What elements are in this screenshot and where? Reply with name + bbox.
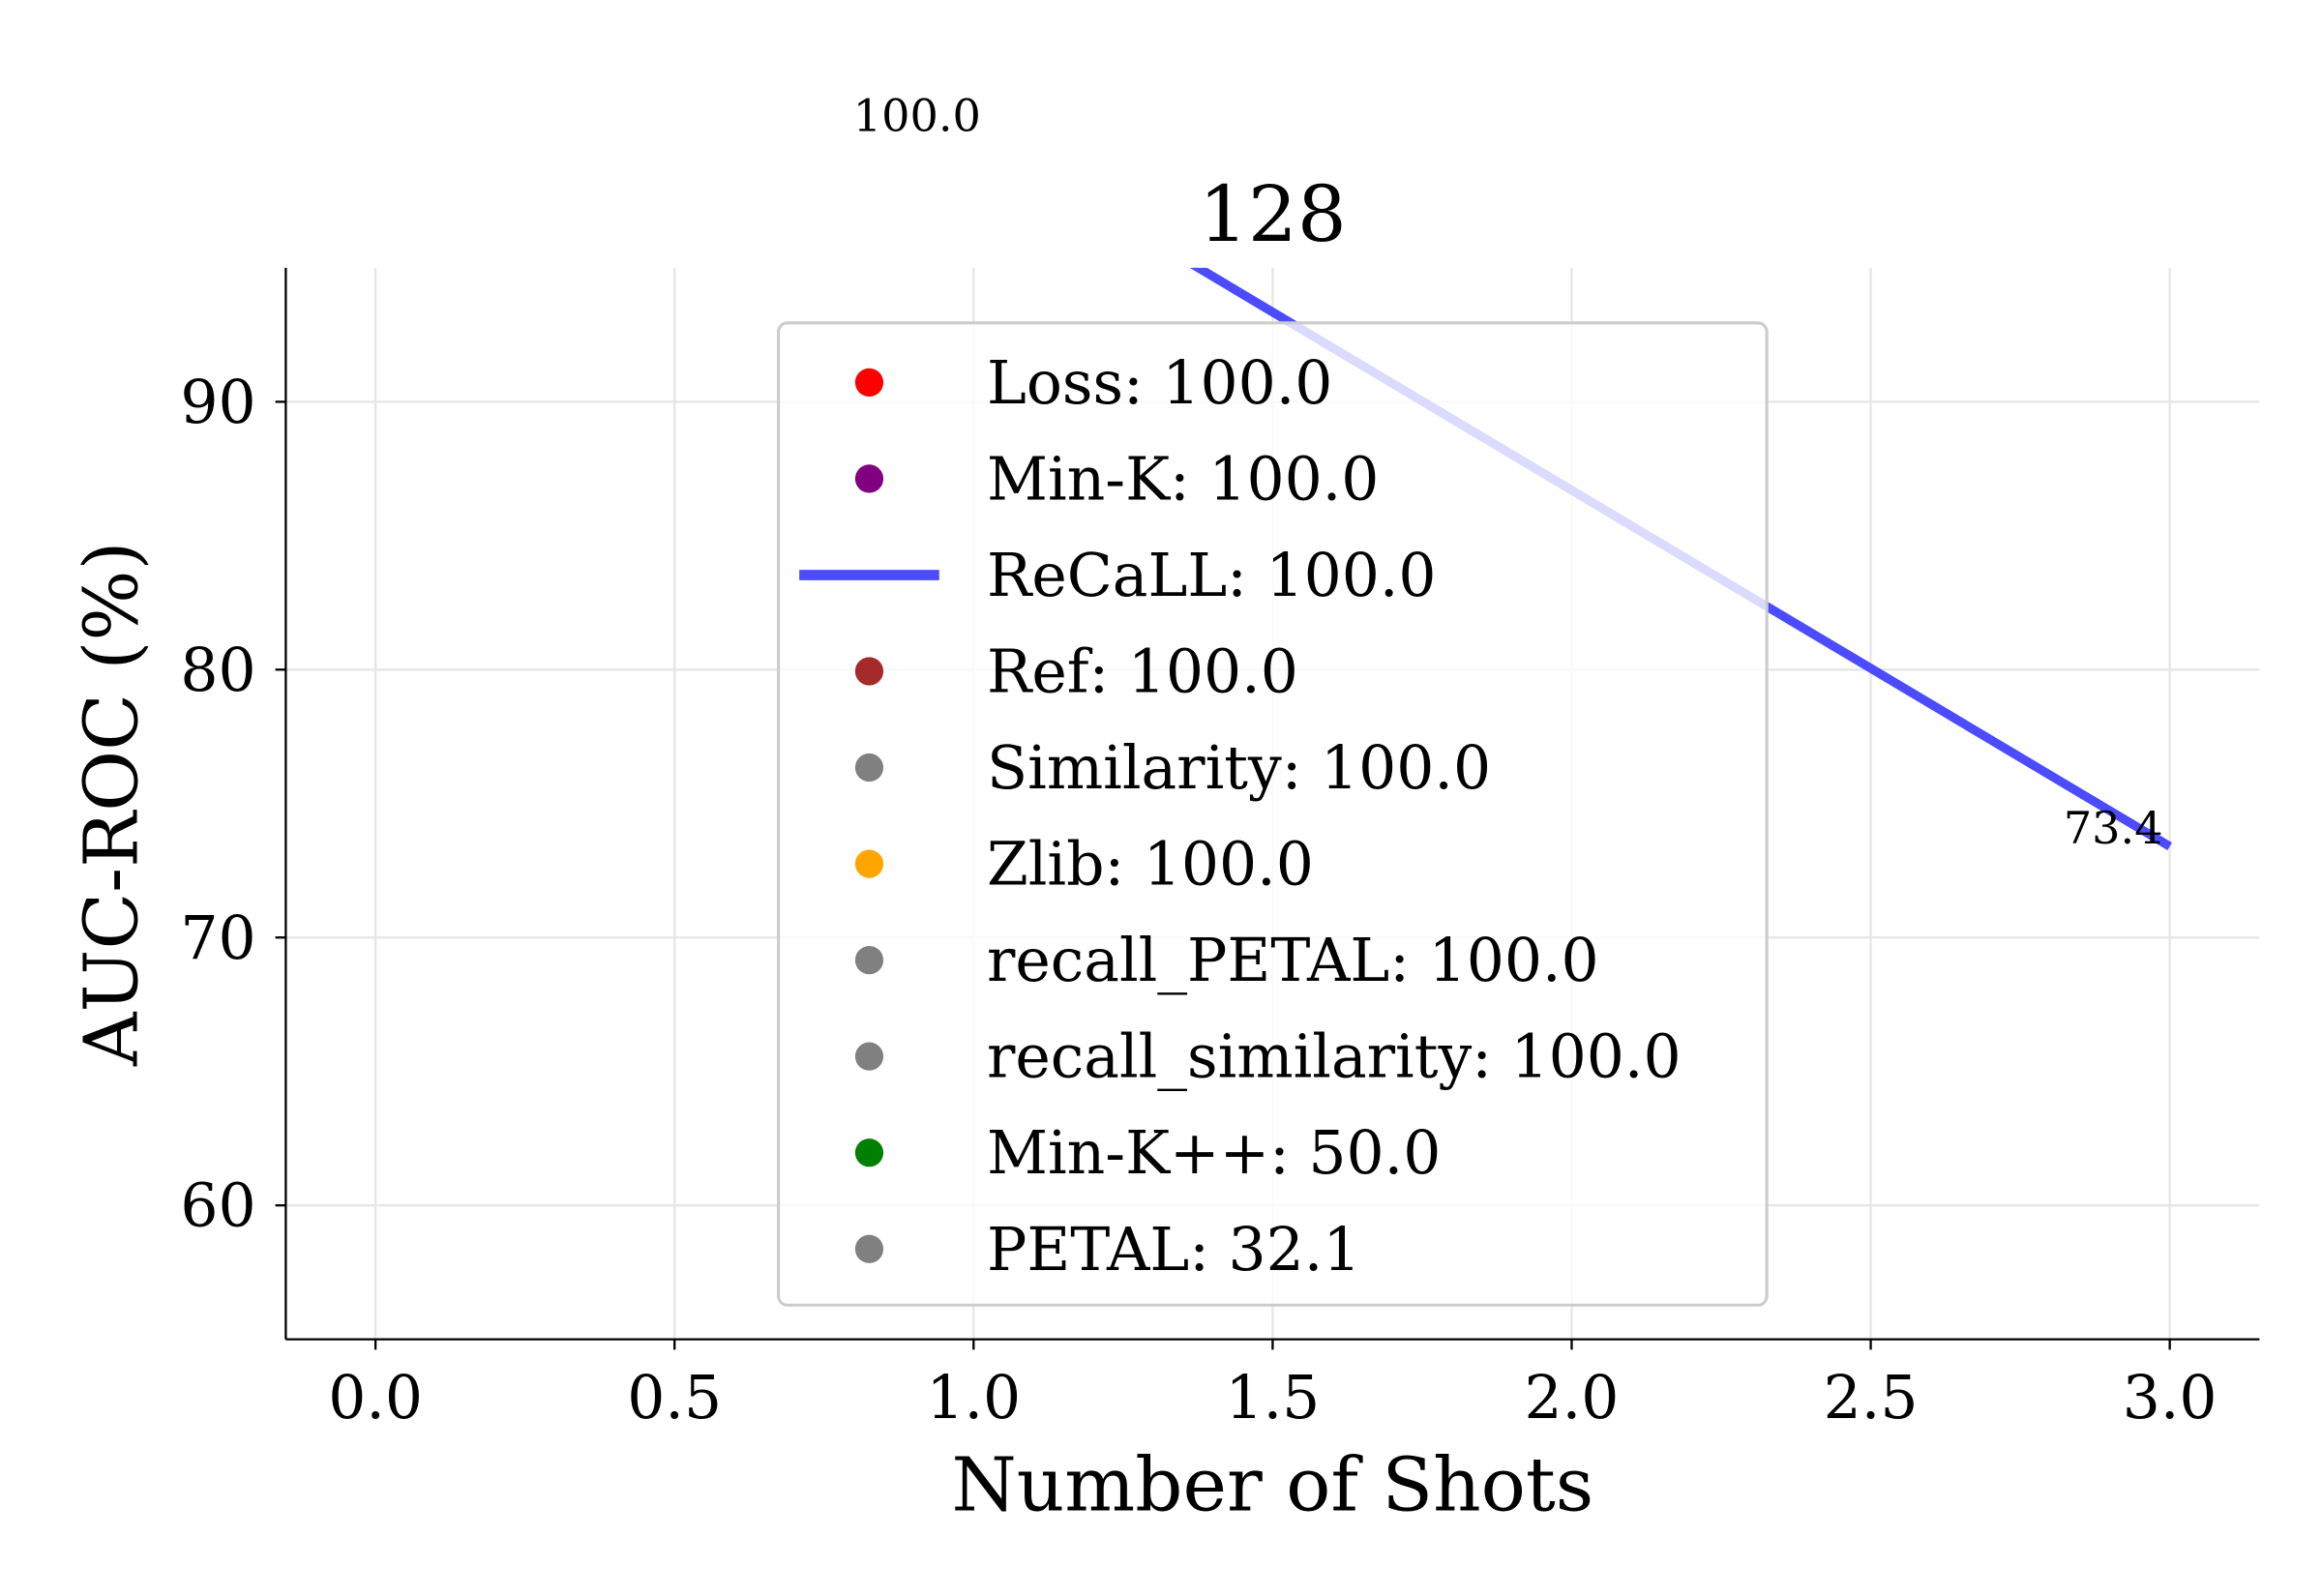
data-label: 73.4 xyxy=(2064,802,2163,854)
x-tick-label: 2.0 xyxy=(1525,1363,1620,1433)
legend-marker xyxy=(854,1138,884,1167)
y-tick-label: 70 xyxy=(180,903,255,973)
y-tick-label: 90 xyxy=(180,368,255,437)
x-tick-label: 3.0 xyxy=(2123,1363,2218,1433)
legend-label: Zlib: 100.0 xyxy=(987,830,1314,900)
x-tick-label: 2.5 xyxy=(1824,1363,1919,1433)
legend-marker xyxy=(854,753,884,783)
y-tick-label: 60 xyxy=(180,1171,255,1241)
legend-marker xyxy=(854,464,884,493)
legend-marker xyxy=(854,946,884,975)
x-tick-label: 1.5 xyxy=(1225,1363,1320,1433)
legend-label: Loss: 100.0 xyxy=(987,348,1332,418)
legend-label: Similarity: 100.0 xyxy=(987,733,1491,803)
legend-label: Ref: 100.0 xyxy=(987,637,1298,707)
foreground: 0.0 0.5 1.0 1.5 2.0 2.5 3.0 60 70 80 90 100.0 73.4 Lo… xyxy=(180,89,2217,1433)
x-tick-label: 0.0 xyxy=(328,1363,423,1433)
legend-label: recall_similarity: 100.0 xyxy=(987,1022,1682,1092)
x-tick-label: 0.5 xyxy=(627,1363,722,1433)
legend-marker xyxy=(854,368,884,397)
legend-marker xyxy=(854,1042,884,1071)
data-label: 100.0 xyxy=(853,89,981,141)
legend-marker xyxy=(854,657,884,686)
legend-box xyxy=(777,321,1769,1307)
legend-label: recall_PETAL: 100.0 xyxy=(987,926,1599,995)
y-axis-label: AUC-ROC (%) xyxy=(70,542,156,1068)
legend-label: ReCaLL: 100.0 xyxy=(987,541,1437,610)
chart-title: 128 xyxy=(1199,169,1347,259)
legend-label: PETAL: 32.1 xyxy=(987,1215,1360,1285)
legend-label: Min-K++: 50.0 xyxy=(987,1118,1441,1188)
y-tick-label: 80 xyxy=(180,635,255,705)
legend-marker xyxy=(854,1234,884,1263)
x-axis-label: Number of Shots xyxy=(951,1443,1593,1529)
x-tick-label: 1.0 xyxy=(926,1363,1021,1433)
legend-label: Min-K: 100.0 xyxy=(987,444,1379,514)
legend-marker xyxy=(854,849,884,878)
